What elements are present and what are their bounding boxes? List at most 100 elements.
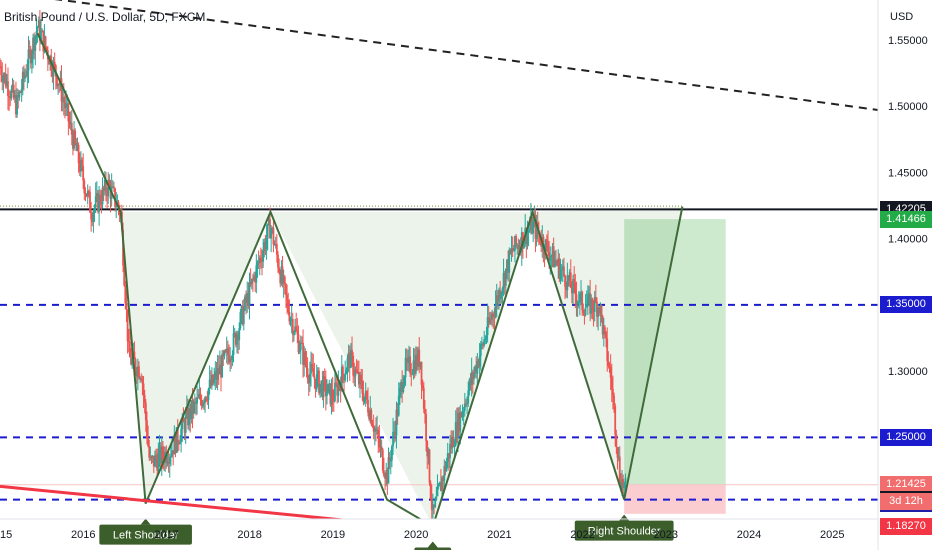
candle-body — [183, 422, 186, 433]
candle-body — [34, 36, 37, 51]
candle-body — [92, 212, 95, 223]
candle-body — [305, 363, 308, 369]
candle-body — [150, 456, 153, 458]
candle-body — [605, 331, 607, 339]
candle-body — [475, 366, 478, 374]
candle-body — [529, 217, 532, 229]
candle-body — [383, 470, 385, 476]
price-tag-1.18270: 1.18270 — [880, 518, 932, 535]
candle-body — [18, 91, 21, 98]
candle-body — [53, 61, 56, 66]
candle-body — [528, 228, 531, 231]
candle-body — [73, 130, 75, 149]
candle-body — [514, 236, 516, 251]
annotation-box — [574, 520, 674, 541]
y-tick-label: 1.45000 — [888, 167, 928, 179]
candle-body — [331, 389, 334, 401]
x-tick-label: 2025 — [820, 529, 844, 541]
candle-body — [70, 122, 73, 135]
candle-body — [124, 285, 127, 304]
candle-body — [467, 390, 470, 404]
candle-body — [450, 444, 453, 449]
candle-body — [460, 412, 463, 417]
candle-body — [271, 227, 274, 230]
position-profit-zone — [624, 219, 726, 485]
candle-body — [143, 395, 146, 403]
candle-body — [196, 397, 198, 404]
candle-body — [75, 142, 78, 151]
candle-body — [485, 335, 488, 340]
candle-body — [255, 265, 258, 283]
candle-body — [527, 230, 530, 233]
candle-body — [207, 388, 210, 401]
candle-body — [323, 376, 326, 380]
candle-body — [131, 358, 134, 365]
candle-body — [25, 75, 28, 77]
candle-body — [429, 482, 432, 499]
candle-body — [293, 332, 295, 335]
candle-body — [303, 351, 306, 366]
candle-body — [105, 179, 107, 194]
candle-body — [540, 242, 543, 247]
candle-body — [13, 95, 16, 98]
candle-body — [486, 317, 489, 336]
candle-body — [171, 450, 173, 457]
candle-body — [404, 357, 407, 378]
y-tick-label: 1.50000 — [888, 101, 928, 113]
candle-body — [249, 281, 252, 285]
candle-body — [297, 334, 300, 353]
candle-body — [361, 381, 364, 394]
candle-body — [35, 31, 38, 37]
candle-body — [209, 379, 212, 387]
candle-body — [130, 357, 132, 365]
candle-body — [535, 222, 538, 239]
candle-body — [624, 477, 627, 483]
candle-body — [367, 399, 369, 413]
candle-body — [304, 351, 307, 364]
pattern-fill-0 — [120, 212, 271, 504]
candle-body — [420, 361, 423, 385]
candle-body — [466, 403, 468, 405]
candle-body — [520, 232, 523, 253]
candle-body — [435, 496, 438, 500]
candle-body — [308, 373, 311, 384]
candle-body — [281, 266, 284, 284]
candle-body — [125, 303, 128, 310]
candle-body — [107, 179, 110, 197]
candle-body — [220, 364, 222, 378]
candle-body — [237, 334, 240, 341]
candle-body — [335, 382, 337, 385]
candle-body — [217, 368, 220, 375]
candle-body — [12, 84, 15, 98]
candle-body — [11, 84, 14, 90]
candle-body — [263, 242, 266, 251]
annotation-2: Right Shoulder — [574, 514, 674, 541]
candle-body — [409, 356, 412, 374]
candle-body — [344, 374, 347, 381]
candle-body — [492, 313, 495, 316]
candle-body — [555, 259, 557, 263]
candle-body — [188, 408, 191, 426]
candle-body — [351, 349, 353, 356]
candle-body — [388, 457, 391, 461]
candle-body — [245, 296, 247, 303]
candle-body — [469, 379, 472, 385]
candle-body — [389, 460, 392, 462]
candle-body — [334, 382, 336, 402]
candle-body — [279, 272, 282, 284]
candle-body — [567, 275, 570, 281]
candle-body — [393, 431, 396, 433]
annotation-box — [414, 547, 452, 550]
candle-body — [72, 134, 74, 149]
candle-body — [465, 403, 467, 405]
candle-body — [295, 326, 298, 331]
candle-body — [616, 447, 619, 458]
candle-body — [614, 406, 617, 435]
candle-body — [78, 163, 81, 172]
candle-body — [481, 343, 483, 345]
candle-body — [191, 400, 194, 414]
candle-body — [214, 371, 217, 378]
candle-body — [29, 50, 32, 64]
